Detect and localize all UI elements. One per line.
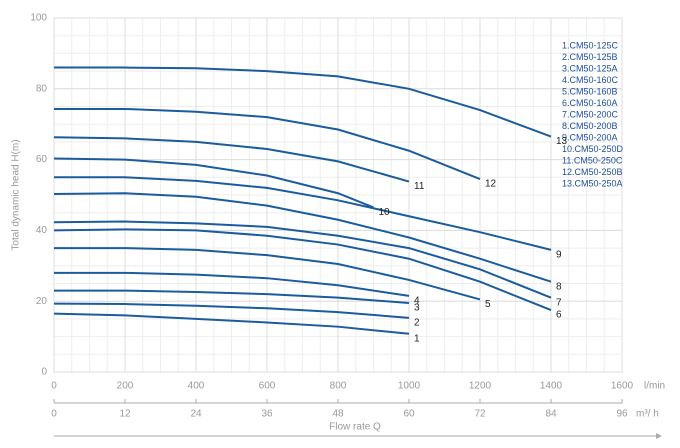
x2-tick-label: 24 [190, 409, 202, 420]
curve-label: 8 [556, 281, 562, 292]
x2-tick-label: 72 [474, 409, 486, 420]
curve [53, 302, 410, 319]
curve [54, 289, 410, 304]
y-tick-label: 60 [36, 154, 48, 165]
curve-label: 5 [485, 299, 491, 310]
curve-label: 3 [414, 303, 420, 314]
x-tick-label: 800 [330, 381, 347, 392]
curve-label: 7 [556, 297, 562, 308]
x2-tick-label: 84 [545, 409, 557, 420]
y-tick-label: 80 [36, 83, 48, 94]
y-tick-label: 40 [36, 225, 48, 236]
legend-entry: 4.CM50-160C [562, 75, 619, 85]
x2-tick-label: 96 [616, 409, 628, 420]
legend-entry: 13.CM50-250A [562, 178, 623, 188]
legend-entry: 11.CM50-250C [562, 155, 623, 165]
legend-entry: 10.CM50-250D [562, 144, 624, 154]
curve [54, 176, 552, 251]
legend-entry: 2.CM50-125B [562, 52, 618, 62]
curve [53, 312, 410, 335]
legend-entry: 9.CM50-200A [562, 132, 618, 142]
curve [53, 157, 374, 209]
legend-entry: 3.CM50-125A [562, 63, 618, 73]
curve-label: 9 [556, 250, 562, 261]
legend-entry: 1.CM50-125C [562, 40, 619, 50]
curve [54, 247, 481, 301]
legend-entry: 12.CM50-250B [562, 167, 623, 177]
x-tick-label: 200 [117, 381, 134, 392]
y-axis-title: Total dynamic head H(m) [11, 139, 22, 250]
x-tick-label: 1600 [611, 381, 634, 392]
x2-tick-label: 48 [332, 409, 344, 420]
x2-tick-label: 12 [119, 409, 131, 420]
x-tick-label: 600 [259, 381, 276, 392]
curve-label: 6 [556, 310, 562, 321]
x-axis-title: Flow rate Q [329, 422, 381, 433]
curve-label: 11 [414, 181, 425, 192]
curve [54, 66, 552, 138]
curve [53, 228, 552, 311]
flow-arrow-head [656, 433, 662, 439]
x-tick-label: 1200 [469, 381, 492, 392]
y-tick-label: 20 [36, 296, 48, 307]
curve-label: 13 [556, 136, 568, 147]
curve [54, 107, 481, 180]
legend-entry: 5.CM50-160B [562, 86, 618, 96]
curve-label: 10 [379, 207, 391, 218]
x-unit: l/min [644, 381, 665, 392]
curve [54, 271, 410, 297]
x2-tick-label: 36 [261, 409, 273, 420]
curve-label: 1 [414, 333, 420, 344]
curve [53, 136, 410, 183]
legend-entry: 6.CM50-160A [562, 98, 618, 108]
y-tick-label: 100 [30, 13, 47, 24]
curve-label: 12 [485, 179, 497, 190]
x-tick-label: 400 [188, 381, 205, 392]
x-tick-label: 1000 [398, 381, 421, 392]
curve [53, 220, 552, 299]
legend-entry: 7.CM50-200C [562, 109, 619, 119]
y-tick-label: 0 [41, 367, 47, 378]
x-tick-label: 1400 [540, 381, 563, 392]
legend-entry: 8.CM50-200B [562, 121, 618, 131]
x2-tick-label: 0 [51, 409, 57, 420]
curve [53, 192, 552, 283]
x-tick-label: 0 [51, 381, 57, 392]
curve-label: 2 [414, 317, 420, 328]
x2-unit: m³/ h [636, 409, 659, 420]
curve-label: 4 [414, 296, 420, 307]
x2-tick-label: 60 [403, 409, 415, 420]
